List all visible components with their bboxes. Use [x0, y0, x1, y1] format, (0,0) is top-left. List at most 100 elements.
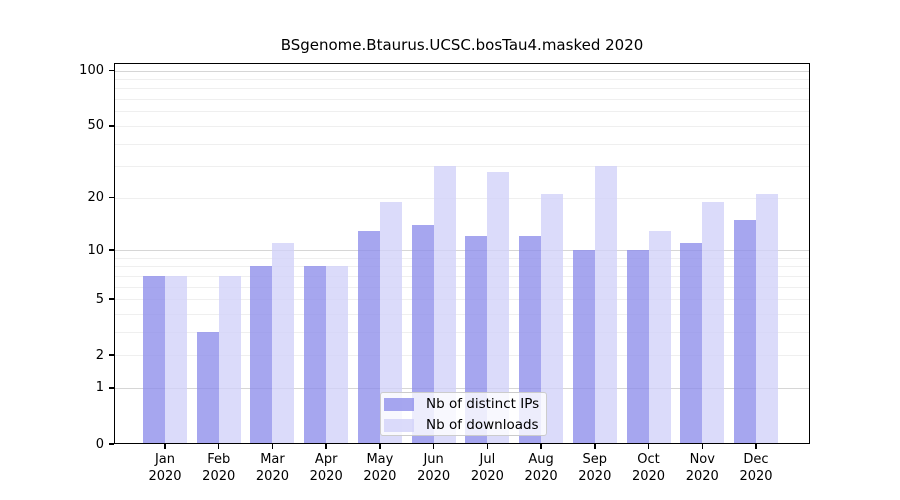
x-tick-label: Jun 2020	[406, 451, 462, 485]
y-tick	[109, 298, 114, 300]
x-tick	[701, 444, 703, 449]
gridline	[114, 266, 810, 268]
legend: Nb of distinct IPs Nb of downloads	[380, 392, 547, 436]
y-tick-label: 50	[87, 118, 104, 134]
bar-distinct-ips	[626, 250, 649, 444]
x-tick-month: Dec	[743, 452, 769, 467]
x-tick-label: Oct 2020	[621, 451, 677, 485]
x-tick-month: Oct	[637, 452, 660, 467]
x-tick-label: Dec 2020	[728, 451, 784, 485]
y-tick	[109, 196, 114, 199]
gridline	[114, 143, 810, 145]
legend-swatch-downloads	[384, 419, 414, 432]
bar-distinct-ips	[733, 219, 756, 444]
gridline	[114, 299, 810, 301]
x-tick-label: Sep 2020	[567, 451, 623, 485]
x-tick-month: Mar	[260, 452, 285, 467]
x-tick	[432, 444, 435, 449]
bar-downloads	[218, 275, 241, 444]
bar-distinct-ips	[357, 230, 380, 444]
gridline	[114, 331, 810, 333]
y-tick-label: 0	[95, 436, 104, 452]
x-tick-label: Jan 2020	[137, 451, 193, 485]
x-tick-label: Jul 2020	[459, 451, 515, 485]
x-tick-year: 2020	[202, 469, 236, 484]
x-tick	[594, 444, 596, 449]
x-tick	[647, 444, 650, 449]
bar-distinct-ips	[196, 331, 219, 444]
plot-border	[114, 63, 810, 444]
gridline	[114, 197, 810, 199]
gridline	[114, 79, 810, 81]
bar-downloads	[594, 166, 617, 444]
gridline	[114, 313, 810, 315]
y-tick-label: 2	[95, 347, 104, 363]
bar-downloads	[165, 275, 187, 444]
gridline	[114, 355, 810, 357]
x-tick	[164, 444, 166, 449]
x-tick-year: 2020	[470, 469, 504, 484]
bar-downloads	[702, 201, 725, 444]
bar-downloads	[433, 166, 456, 444]
x-tick-month: May	[366, 452, 394, 467]
x-tick-month: Apr	[314, 452, 338, 467]
y-tick	[109, 387, 114, 389]
x-tick	[755, 444, 757, 449]
x-tick-year: 2020	[255, 469, 289, 484]
gridline	[114, 111, 810, 113]
x-tick-year: 2020	[739, 469, 773, 484]
x-tick-month: Aug	[528, 452, 554, 467]
gridline	[114, 70, 810, 72]
x-tick-year: 2020	[685, 469, 719, 484]
y-tick	[109, 354, 114, 356]
bar-distinct-ips	[411, 224, 434, 444]
x-tick-year: 2020	[524, 469, 558, 484]
y-tick-label: 5	[95, 291, 104, 307]
gridline	[114, 166, 810, 168]
bar-downloads	[541, 193, 564, 444]
x-tick	[540, 444, 542, 449]
y-tick	[109, 125, 114, 127]
gridline	[114, 286, 810, 288]
bar-downloads	[755, 193, 778, 444]
bar-distinct-ips	[143, 275, 165, 444]
x-tick-year: 2020	[309, 469, 343, 484]
gridline	[114, 257, 810, 259]
x-tick	[271, 444, 274, 449]
gridline	[114, 387, 810, 389]
bar-distinct-ips	[250, 266, 273, 444]
x-tick-label: Apr 2020	[298, 451, 354, 485]
x-tick-month: Jul	[479, 452, 496, 467]
gridline	[114, 88, 810, 90]
x-tick-month: Jan	[154, 452, 176, 467]
x-tick-month: Nov	[689, 452, 715, 467]
x-tick	[379, 444, 381, 449]
y-tick-label: 100	[79, 63, 104, 79]
x-tick-month: Jun	[423, 452, 444, 467]
legend-swatch-distinct-ips	[384, 398, 414, 411]
bar-downloads	[487, 171, 510, 444]
gridline	[114, 99, 810, 101]
x-tick	[325, 444, 327, 449]
x-tick	[486, 444, 489, 449]
x-tick-label: May 2020	[352, 451, 408, 485]
bar-distinct-ips	[572, 250, 595, 444]
gridline	[114, 275, 810, 277]
x-tick-month: Sep	[582, 452, 608, 467]
x-tick-label: Mar 2020	[244, 451, 300, 485]
gridline	[114, 250, 810, 251]
chart-title: BSgenome.Btaurus.UCSC.bosTau4.masked 202…	[280, 36, 644, 54]
y-tick-label: 10	[87, 242, 104, 258]
bar-downloads	[379, 201, 402, 444]
y-tick-label: 20	[87, 190, 104, 206]
x-tick-label: Feb 2020	[191, 451, 247, 485]
legend-label-distinct-ips: Nb of distinct IPs	[426, 396, 540, 412]
x-tick	[218, 444, 220, 449]
y-tick	[109, 249, 114, 251]
x-tick-year: 2020	[363, 469, 397, 484]
x-tick-year: 2020	[631, 469, 666, 484]
x-tick-label: Nov 2020	[674, 451, 730, 485]
bar-distinct-ips	[304, 266, 327, 444]
y-tick-label: 1	[95, 380, 104, 396]
x-tick-label: Aug 2020	[513, 451, 569, 485]
